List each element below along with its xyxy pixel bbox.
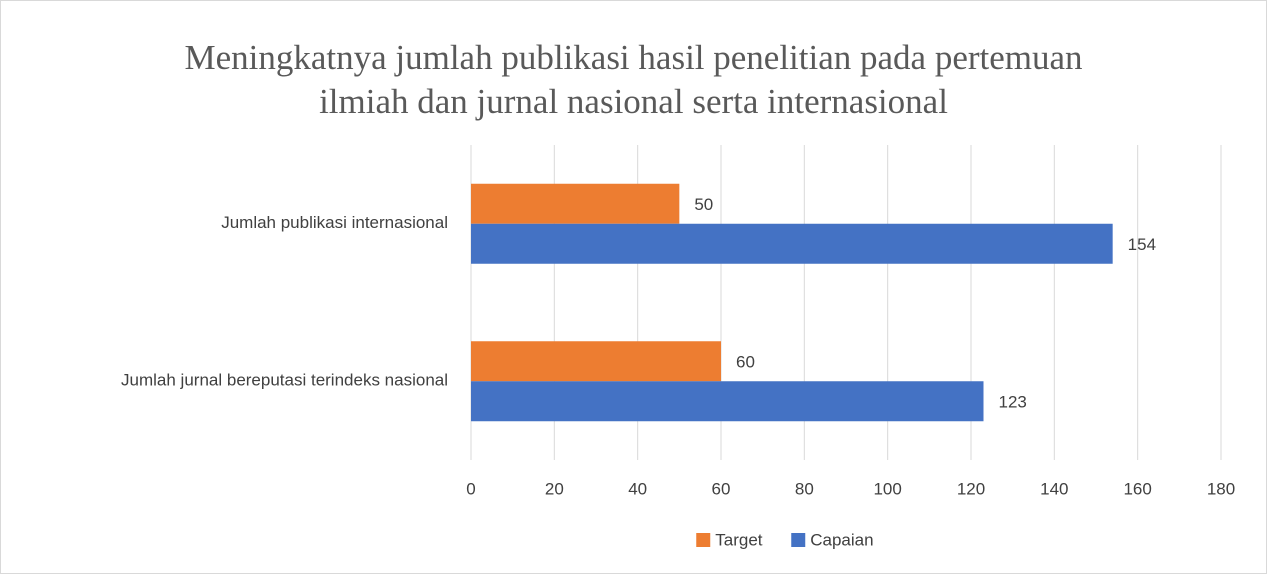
x-tick-label: 180 bbox=[1207, 479, 1235, 498]
x-tick-label: 160 bbox=[1123, 479, 1151, 498]
x-tick-label: 40 bbox=[628, 479, 647, 498]
data-label: 123 bbox=[999, 393, 1027, 412]
bar bbox=[471, 341, 721, 382]
legend-label: Capaian bbox=[810, 530, 873, 549]
legend-label: Target bbox=[715, 530, 763, 549]
y-tick-label: Jumlah jurnal bereputasi terindeks nasio… bbox=[121, 371, 448, 390]
data-label: 154 bbox=[1128, 235, 1156, 254]
x-tick-label: 140 bbox=[1040, 479, 1068, 498]
x-tick-label: 60 bbox=[712, 479, 731, 498]
legend-swatch bbox=[791, 533, 806, 547]
data-label: 60 bbox=[736, 353, 755, 372]
bar bbox=[471, 183, 680, 224]
x-tick-label: 80 bbox=[795, 479, 814, 498]
chart-title: Meningkatnya jumlah publikasi hasil pene… bbox=[184, 38, 1083, 121]
x-tick-label: 120 bbox=[957, 479, 985, 498]
y-tick-label: Jumlah publikasi internasional bbox=[221, 213, 448, 232]
bar bbox=[471, 381, 984, 422]
bar bbox=[471, 223, 1113, 264]
legend-swatch bbox=[696, 533, 711, 547]
data-label: 50 bbox=[694, 195, 713, 214]
x-tick-label: 0 bbox=[466, 479, 475, 498]
x-tick-label: 100 bbox=[873, 479, 901, 498]
x-tick-label: 20 bbox=[545, 479, 564, 498]
